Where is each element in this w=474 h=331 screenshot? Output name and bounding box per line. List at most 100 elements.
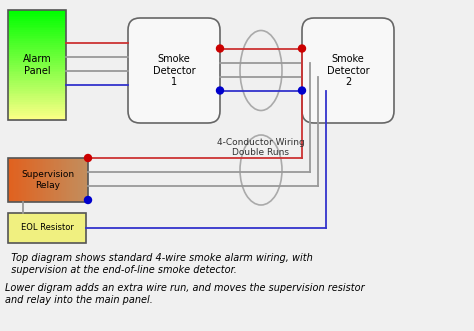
- Bar: [46, 158, 48, 202]
- Bar: [40, 158, 42, 202]
- Bar: [8, 111, 66, 113]
- Bar: [69, 158, 71, 202]
- Bar: [51, 158, 53, 202]
- Text: supervision at the end-of-line smoke detector.: supervision at the end-of-line smoke det…: [5, 265, 237, 275]
- Bar: [58, 158, 59, 202]
- Bar: [56, 158, 58, 202]
- Bar: [8, 41, 66, 43]
- Bar: [8, 72, 66, 74]
- Bar: [24, 158, 26, 202]
- Bar: [8, 30, 66, 32]
- Circle shape: [84, 155, 91, 162]
- Bar: [8, 113, 66, 115]
- Bar: [8, 76, 66, 78]
- Text: Alarm
Panel: Alarm Panel: [23, 54, 51, 76]
- Bar: [16, 158, 18, 202]
- Bar: [53, 158, 55, 202]
- Bar: [8, 104, 66, 105]
- Bar: [8, 45, 66, 47]
- Bar: [8, 67, 66, 69]
- Bar: [72, 158, 73, 202]
- Bar: [8, 158, 9, 202]
- Bar: [13, 158, 14, 202]
- Text: Lower digram adds an extra wire run, and moves the supervision resistor: Lower digram adds an extra wire run, and…: [5, 283, 365, 293]
- Bar: [8, 60, 66, 61]
- Bar: [8, 16, 66, 17]
- Circle shape: [217, 45, 224, 52]
- Bar: [77, 158, 78, 202]
- Bar: [8, 63, 66, 65]
- Bar: [8, 26, 66, 28]
- Text: Smoke
Detector
1: Smoke Detector 1: [153, 54, 195, 87]
- Bar: [8, 65, 66, 67]
- Bar: [30, 158, 32, 202]
- Bar: [19, 158, 21, 202]
- Bar: [48, 158, 50, 202]
- Bar: [43, 158, 45, 202]
- Bar: [8, 100, 66, 102]
- Bar: [8, 69, 66, 71]
- Text: Top diagram shows standard 4-wire smoke alarm wiring, with: Top diagram shows standard 4-wire smoke …: [5, 253, 313, 263]
- Bar: [8, 14, 66, 16]
- Bar: [8, 81, 66, 83]
- Bar: [8, 74, 66, 76]
- Bar: [82, 158, 83, 202]
- Bar: [8, 39, 66, 41]
- Bar: [85, 158, 86, 202]
- Bar: [42, 158, 43, 202]
- Bar: [8, 78, 66, 80]
- Bar: [8, 158, 88, 202]
- Bar: [8, 43, 66, 45]
- Bar: [8, 91, 66, 92]
- Bar: [8, 10, 66, 12]
- Text: and relay into the main panel.: and relay into the main panel.: [5, 295, 153, 305]
- Bar: [8, 92, 66, 94]
- Bar: [8, 47, 66, 49]
- Bar: [8, 21, 66, 23]
- Bar: [9, 158, 11, 202]
- Bar: [8, 116, 66, 118]
- Bar: [8, 56, 66, 58]
- Bar: [8, 12, 66, 14]
- Circle shape: [217, 87, 224, 94]
- FancyBboxPatch shape: [128, 18, 220, 123]
- Bar: [22, 158, 24, 202]
- Bar: [8, 213, 86, 243]
- Bar: [8, 80, 66, 81]
- Bar: [32, 158, 34, 202]
- Bar: [8, 89, 66, 91]
- Bar: [83, 158, 85, 202]
- Bar: [27, 158, 29, 202]
- Bar: [8, 61, 66, 63]
- Text: Supervision
Relay: Supervision Relay: [21, 170, 74, 190]
- Bar: [8, 23, 66, 25]
- Bar: [8, 32, 66, 34]
- Bar: [8, 115, 66, 116]
- Bar: [8, 34, 66, 36]
- Bar: [8, 109, 66, 111]
- Circle shape: [299, 45, 306, 52]
- Bar: [8, 28, 66, 30]
- Bar: [8, 96, 66, 98]
- Bar: [8, 36, 66, 37]
- Bar: [8, 94, 66, 96]
- Bar: [8, 17, 66, 19]
- Bar: [61, 158, 63, 202]
- Bar: [8, 54, 66, 56]
- Bar: [14, 158, 16, 202]
- Bar: [67, 158, 69, 202]
- Bar: [38, 158, 40, 202]
- Bar: [45, 158, 46, 202]
- Bar: [64, 158, 65, 202]
- Bar: [8, 37, 66, 39]
- Bar: [11, 158, 13, 202]
- Bar: [86, 158, 88, 202]
- Bar: [55, 158, 56, 202]
- Bar: [8, 49, 66, 50]
- Text: 4-Conductor Wiring
Double Runs: 4-Conductor Wiring Double Runs: [217, 138, 305, 158]
- Bar: [73, 158, 75, 202]
- Bar: [18, 158, 19, 202]
- Bar: [65, 158, 67, 202]
- Bar: [37, 158, 38, 202]
- Bar: [35, 158, 37, 202]
